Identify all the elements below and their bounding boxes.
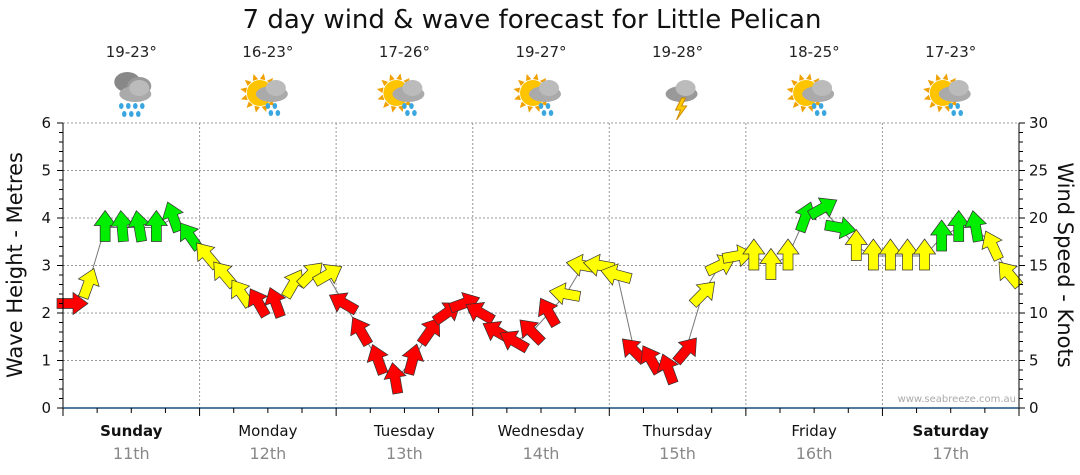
date-label: 17th	[932, 444, 969, 463]
heavy-rain-icon	[114, 72, 152, 117]
chart-title: 7 day wind & wave forecast for Little Pe…	[243, 5, 822, 35]
sun-showers-icon	[513, 73, 561, 116]
wind-arrow	[742, 238, 766, 271]
temperature-range: 19-23°	[106, 43, 157, 61]
wind-arrow	[878, 238, 903, 271]
day-label: Monday	[238, 422, 297, 440]
y2-axis-label: Wind Speed - Knots	[1053, 162, 1077, 367]
date-label: 12th	[249, 444, 286, 463]
wind-arrow	[981, 230, 1004, 262]
wind-arrow	[264, 286, 287, 319]
wind-arrow	[213, 261, 238, 290]
wind-arrow	[548, 282, 582, 306]
thunderstorm-icon	[665, 80, 698, 121]
date-label: 14th	[523, 444, 560, 463]
wind-arrow	[401, 343, 425, 376]
y-axis-label: Wave Height - Metres	[3, 152, 27, 378]
wind-arrow	[807, 197, 838, 221]
wind-arrow	[895, 238, 920, 271]
wind-arrow	[383, 362, 407, 395]
wind-arrow	[929, 219, 954, 252]
wind-arrow	[144, 209, 169, 242]
partly-cloudy-icon	[376, 73, 425, 116]
wind-arrow	[759, 247, 783, 280]
wind-arrow	[656, 353, 679, 386]
wind-arrow	[912, 238, 937, 271]
wind-arrow	[350, 316, 374, 348]
sun-showers-icon	[786, 73, 835, 116]
wind-arrow	[127, 210, 151, 243]
wind-arrow	[600, 263, 633, 286]
y2-tick-label: 15	[1029, 257, 1048, 275]
day-label: Tuesday	[373, 422, 435, 440]
wind-arrow	[77, 267, 100, 300]
y2-tick-label: 25	[1029, 162, 1048, 180]
y-tick-label: 3	[41, 257, 51, 275]
y-tick-label: 0	[41, 399, 51, 417]
day-label: Saturday	[913, 422, 990, 440]
y-tick-label: 4	[41, 209, 51, 227]
wind-arrow	[824, 216, 857, 240]
temperature-range: 19-28°	[652, 43, 703, 61]
date-label: 13th	[386, 444, 423, 463]
wind-arrow	[56, 291, 89, 316]
day-label: Thursday	[642, 422, 713, 440]
date-label: 16th	[796, 444, 833, 463]
wind-arrow	[947, 209, 971, 242]
wind-arrow	[844, 228, 868, 261]
wind-arrow	[861, 238, 886, 271]
wind-arrow	[328, 292, 360, 316]
y2-tick-label: 30	[1029, 114, 1048, 132]
wind-arrow	[776, 238, 800, 271]
wind-arrow	[366, 343, 389, 376]
wind-arrow	[296, 262, 323, 289]
y-tick-label: 6	[41, 114, 51, 132]
wind-arrow	[688, 281, 716, 308]
day-label: Sunday	[100, 422, 163, 440]
temperature-range: 19-27°	[515, 43, 566, 61]
temperature-range: 17-23°	[925, 43, 976, 61]
day-label: Friday	[791, 422, 837, 440]
date-label: 11th	[113, 444, 150, 463]
wind-arrow	[538, 297, 561, 329]
wind-arrow	[963, 210, 988, 243]
wind-arrow	[110, 209, 134, 243]
watermark: www.seabreeze.com.au	[898, 394, 1016, 405]
y2-tick-label: 5	[1029, 352, 1039, 370]
wind-arrow	[93, 209, 117, 242]
wind-arrow	[247, 288, 271, 319]
wind-arrow	[499, 330, 530, 354]
wind-arrow	[672, 337, 697, 366]
y-tick-label: 1	[41, 352, 51, 370]
sun-showers-icon	[240, 73, 288, 116]
sun-showers-icon	[923, 73, 971, 116]
wind-arrow	[416, 317, 441, 347]
wind-arrow	[465, 302, 496, 325]
wind-trend-line	[70, 207, 1011, 381]
wind-arrow	[311, 264, 343, 287]
y2-tick-label: 20	[1029, 209, 1048, 227]
y2-tick-label: 0	[1029, 399, 1039, 417]
temperature-range: 16-23°	[242, 43, 293, 61]
y2-tick-label: 10	[1029, 304, 1048, 322]
day-label: Wednesday	[498, 422, 585, 440]
wind-arrow	[998, 261, 1024, 290]
y-tick-label: 2	[41, 304, 51, 322]
y-tick-label: 5	[41, 162, 51, 180]
wind-arrow	[519, 319, 546, 346]
temperature-range: 17-26°	[379, 43, 430, 61]
date-label: 15th	[659, 444, 696, 463]
temperature-range: 18-25°	[789, 43, 840, 61]
